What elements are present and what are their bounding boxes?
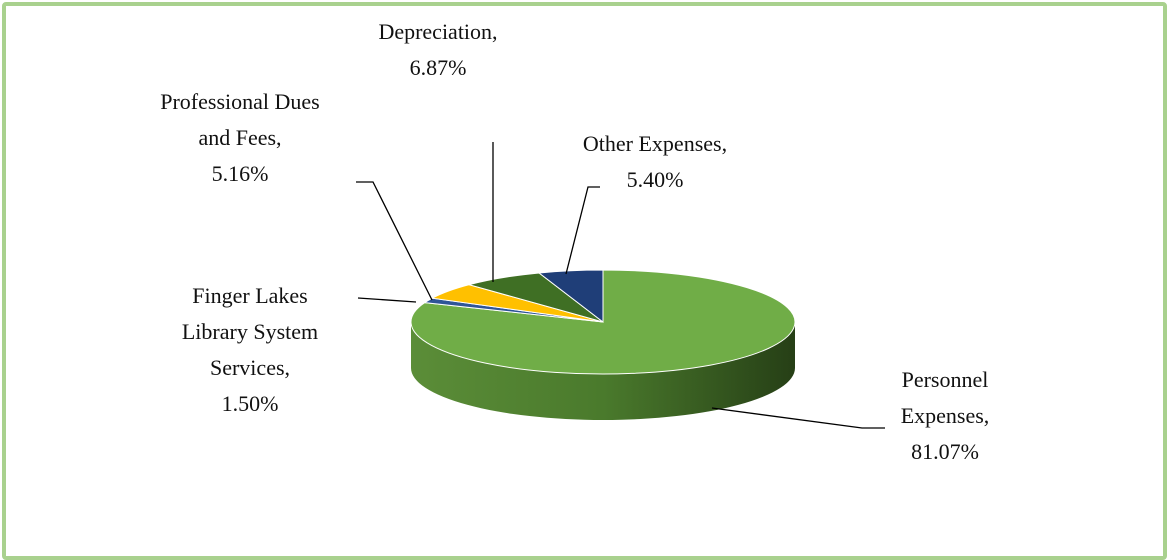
- leader-line: [565, 186, 600, 275]
- slice-side: [411, 322, 795, 420]
- label-category: Finger Lakes Library System Services,: [181, 283, 319, 380]
- leader-line: [356, 181, 433, 301]
- label-value: 5.40%: [626, 167, 684, 192]
- data-label: Professional Dues and Fees, 5.16%: [160, 84, 320, 192]
- slices: [410, 269, 796, 420]
- data-label: Finger Lakes Library System Services, 1.5…: [170, 278, 330, 422]
- data-label: Other Expenses, 5.40%: [545, 126, 765, 198]
- data-label: Depreciation, 6.87%: [363, 14, 513, 86]
- label-category: Professional Dues and Fees,: [160, 89, 320, 150]
- label-value: 1.50%: [221, 391, 279, 416]
- slice: [537, 269, 604, 324]
- label-value: 5.16%: [211, 161, 269, 186]
- label-category: Depreciation,: [378, 19, 498, 44]
- leader-line: [711, 407, 885, 429]
- label-category: Personnel Expenses,: [900, 367, 990, 428]
- data-label: Personnel Expenses, 81.07%: [885, 362, 1005, 470]
- label-value: 81.07%: [911, 439, 979, 464]
- label-value: 6.87%: [409, 55, 467, 80]
- leader-line: [357, 297, 417, 303]
- label-category: Other Expenses,: [582, 131, 728, 156]
